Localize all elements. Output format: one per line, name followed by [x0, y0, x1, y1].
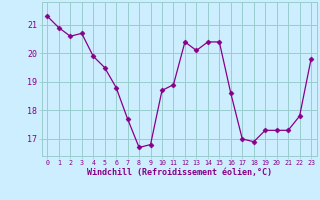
X-axis label: Windchill (Refroidissement éolien,°C): Windchill (Refroidissement éolien,°C): [87, 168, 272, 177]
